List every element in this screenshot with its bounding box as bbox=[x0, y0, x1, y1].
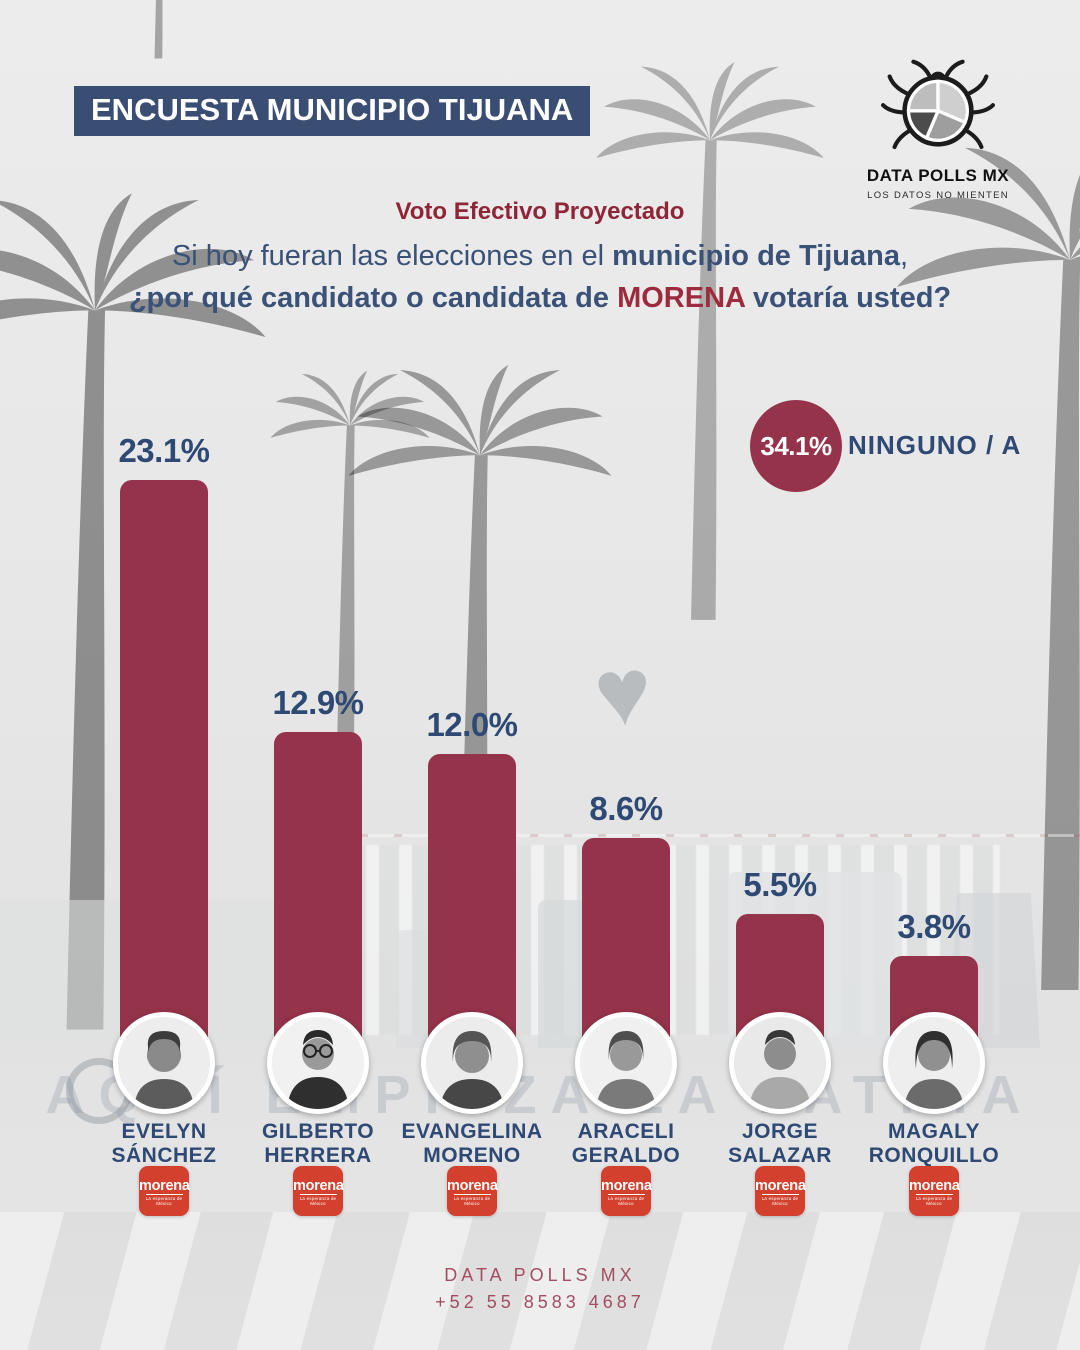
candidate-photo bbox=[267, 1012, 369, 1114]
party-tagline: La esperanza de México bbox=[145, 1196, 183, 1206]
footer-brand: DATA POLLS MX bbox=[444, 1265, 636, 1285]
data-polls-logo: DATA POLLS MX LOS DATOS NO MIENTEN bbox=[830, 52, 1046, 201]
candidate-first-name: EVELYN bbox=[121, 1120, 207, 1143]
morena-party-logo: morena La esperanza de México bbox=[601, 1166, 652, 1216]
bar-value-label: 23.1% bbox=[118, 432, 210, 469]
morena-party-logo: morena La esperanza de México bbox=[139, 1166, 190, 1216]
candidate-column-araceli-geraldo: 8.6% ARACELI GERALDO morena La esperanza … bbox=[549, 0, 703, 1350]
footer-phone: +52 55 8583 4687 bbox=[435, 1292, 645, 1312]
party-name: morena bbox=[447, 1178, 498, 1194]
question-bold-text: municipio de Tijuana bbox=[612, 240, 900, 272]
morena-party-logo: morena La esperanza de México bbox=[909, 1166, 960, 1216]
candidate-last-name: GERALDO bbox=[571, 1144, 681, 1167]
question-bold-text: votaría usted? bbox=[744, 282, 952, 314]
party-tagline: La esperanza de México bbox=[607, 1196, 645, 1206]
party-name: morena bbox=[755, 1178, 806, 1194]
bar-evangelina-moreno bbox=[428, 754, 516, 1050]
candidate-name: ARACELI GERALDO bbox=[549, 1120, 703, 1168]
party-logo-rule bbox=[915, 1194, 953, 1195]
candidate-name: JORGE SALAZAR bbox=[703, 1120, 857, 1168]
candidate-column-gilberto-herrera: 12.9% GILBERTO HERRERA morena La esperanz… bbox=[241, 0, 395, 1350]
bar-value-label: 5.5% bbox=[743, 866, 817, 903]
question-accent-text: MORENA bbox=[617, 282, 745, 314]
candidate-name: GILBERTO HERRERA bbox=[241, 1120, 395, 1168]
brand-title: DATA POLLS MX bbox=[866, 166, 1010, 185]
party-tagline: La esperanza de México bbox=[915, 1196, 953, 1206]
bar-value-label: 12.0% bbox=[426, 706, 518, 743]
party-logo-rule bbox=[145, 1194, 183, 1195]
candidate-first-name: GILBERTO bbox=[261, 1120, 375, 1143]
candidate-photo bbox=[883, 1012, 985, 1114]
candidate-last-name: HERRERA bbox=[264, 1144, 372, 1167]
morena-party-logo: morena La esperanza de México bbox=[293, 1166, 344, 1216]
bar-value-label: 8.6% bbox=[589, 790, 663, 827]
candidate-photo bbox=[575, 1012, 677, 1114]
candidate-column-evangelina-moreno: 12.0% EVANGELINA MORENO morena La esperan… bbox=[395, 0, 549, 1350]
candidate-column-magaly-ronquillo: 3.8% MAGALY RONQUILLO morena La esperanza… bbox=[857, 0, 1011, 1350]
candidate-last-name: RONQUILLO bbox=[868, 1144, 1000, 1167]
candidate-first-name: MAGALY bbox=[887, 1120, 981, 1143]
candidate-name: EVANGELINA MORENO bbox=[395, 1120, 549, 1168]
morena-party-logo: morena La esperanza de México bbox=[755, 1166, 806, 1216]
bar-value-label: 3.8% bbox=[897, 908, 971, 945]
party-name: morena bbox=[601, 1178, 652, 1194]
candidate-last-name: SÁNCHEZ bbox=[111, 1144, 217, 1167]
candidate-column-jorge-salazar: 5.5% JORGE SALAZAR morena La esperanza de… bbox=[703, 0, 857, 1350]
candidate-first-name: JORGE bbox=[741, 1120, 819, 1143]
none-option-label: NINGUNO / A bbox=[848, 430, 1022, 460]
party-logo-rule bbox=[761, 1194, 799, 1195]
candidate-first-name: EVANGELINA bbox=[401, 1120, 543, 1143]
candidate-photo bbox=[729, 1012, 831, 1114]
candidate-photo bbox=[113, 1012, 215, 1114]
none-option-badge: 34.1% bbox=[750, 400, 842, 492]
bar-value-label: 12.9% bbox=[272, 684, 364, 721]
candidate-last-name: SALAZAR bbox=[728, 1144, 832, 1167]
brand-tagline: LOS DATOS NO MIENTEN bbox=[867, 190, 1009, 201]
question-line-1: Si hoy fueran las elecciones en el munic… bbox=[0, 240, 1080, 273]
question-text: , bbox=[899, 240, 909, 272]
footer: DATA POLLS MX +52 55 8583 4687 bbox=[0, 1262, 1080, 1316]
chart-kicker: Voto Efectivo Proyectado bbox=[395, 198, 685, 225]
bar-gilberto-herrera bbox=[274, 732, 362, 1050]
question-text: Si hoy fueran las elecciones en el bbox=[171, 240, 613, 272]
candidate-photo bbox=[421, 1012, 523, 1114]
candidate-name: EVELYN SÁNCHEZ bbox=[87, 1120, 241, 1168]
candidate-name: MAGALY RONQUILLO bbox=[857, 1120, 1011, 1168]
morena-party-logo: morena La esperanza de México bbox=[447, 1166, 498, 1216]
question-line-2: ¿por qué candidato o candidata de MORENA… bbox=[0, 282, 1080, 315]
title-banner: ENCUESTA MUNICIPIO TIJUANA bbox=[74, 86, 591, 136]
candidate-column-evelyn-sanchez: 23.1% EVELYN SÁNCHEZ morena La esperanza … bbox=[87, 0, 241, 1350]
party-tagline: La esperanza de México bbox=[453, 1196, 491, 1206]
party-tagline: La esperanza de México bbox=[761, 1196, 799, 1206]
party-logo-rule bbox=[607, 1194, 645, 1195]
candidate-first-name: ARACELI bbox=[577, 1120, 675, 1143]
question-bold-text: ¿por qué candidato o candidata de bbox=[128, 282, 618, 314]
party-name: morena bbox=[909, 1178, 960, 1194]
beetle-pie-chart-icon bbox=[881, 59, 995, 150]
party-tagline: La esperanza de México bbox=[299, 1196, 337, 1206]
party-logo-rule bbox=[299, 1194, 337, 1195]
party-logo-rule bbox=[453, 1194, 491, 1195]
candidate-last-name: MORENO bbox=[423, 1144, 521, 1167]
party-name: morena bbox=[139, 1178, 190, 1194]
party-name: morena bbox=[293, 1178, 344, 1194]
bar-evelyn-sanchez bbox=[120, 480, 208, 1050]
